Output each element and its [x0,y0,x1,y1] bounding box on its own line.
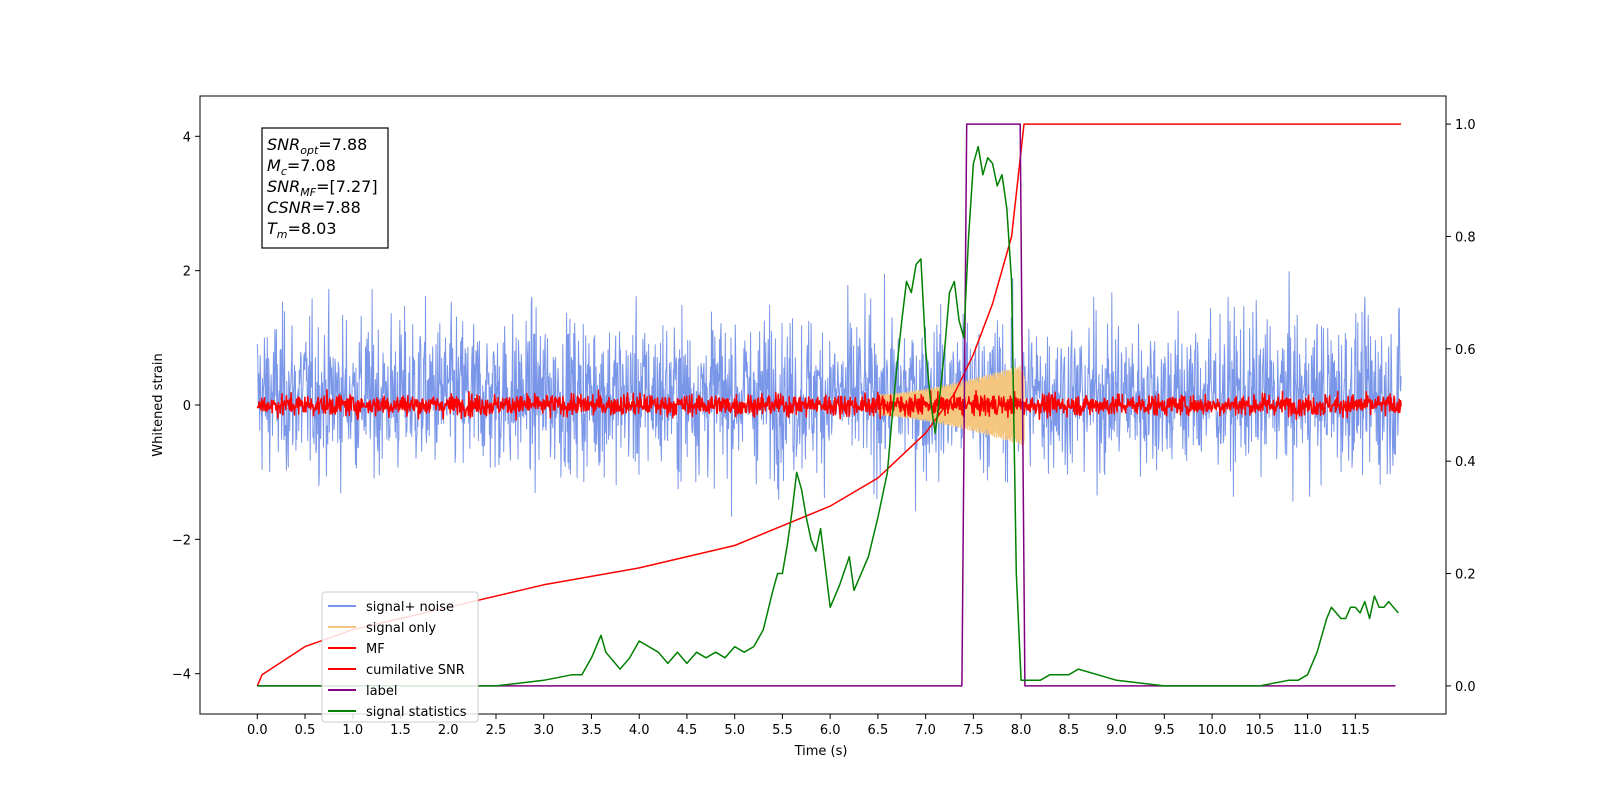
x-tick-label: 0.0 [247,723,268,738]
y-axis-left: −4 −2 0 2 4 [172,130,200,683]
y-axis-label: Whitened strain [151,353,166,456]
annotation-line: Tm=8.03 [267,219,337,241]
x-tick-label: 1.0 [342,723,363,738]
y-tick-label-right: 0.4 [1455,455,1476,470]
x-tick-label: 10.5 [1245,723,1274,738]
x-tick-label: 2.0 [438,723,459,738]
annotation-line: SNRMF=[7.27] [267,177,378,199]
y-tick-label-right: 0.8 [1455,230,1476,245]
x-tick-label: 3.5 [581,723,602,738]
y-tick-label-left: 2 [183,265,191,280]
annotation-frame [261,127,389,249]
y-axis-right: 0.0 0.2 0.4 0.6 0.8 1.0 [1446,118,1476,695]
x-axis-label: Time (s) [794,744,848,759]
legend-item: cumilative SNR [366,663,465,678]
y-tick-label-right: 0.2 [1455,568,1476,583]
legend-item: signal+ noise [366,600,454,615]
legend-item: signal statistics [366,705,467,720]
x-tick-label: 0.5 [295,723,316,738]
y-tick-label-left: −4 [172,668,191,683]
legend: signal+ noise signal only MF cumilative SNR… [321,591,479,723]
annotation-line: SNRopt=7.88 [267,135,367,157]
y-tick-label-left: 0 [183,399,191,414]
x-tick-label: 7.5 [963,723,984,738]
annotation-line: CSNR=7.88 [267,198,361,217]
series-signal-statistics [257,145,1399,687]
legend-frame [321,591,479,723]
y-tick-label-left: −2 [172,533,191,548]
x-tick-label: 9.5 [1154,723,1175,738]
x-tick-label: 5.0 [724,723,745,738]
series-mf [256,389,1402,421]
x-tick-label: 1.5 [390,723,411,738]
x-tick-label: 4.5 [677,723,698,738]
x-tick-label: 3.0 [533,723,554,738]
y-tick-label-right: 1.0 [1455,118,1476,133]
legend-item: signal only [366,621,436,636]
x-tick-label: 8.0 [1011,723,1032,738]
x-tick-label: 10.0 [1198,723,1227,738]
y-tick-label-right: 0.0 [1455,680,1476,695]
y-tick-label-left: 4 [183,130,191,145]
y-tick-label-right: 0.6 [1455,343,1476,358]
x-tick-label: 7.0 [915,723,936,738]
series-signal-noise [256,271,1402,517]
x-tick-label: 2.5 [486,723,507,738]
x-tick-label: 8.5 [1059,723,1080,738]
series-label [257,123,1396,687]
x-tick-label: 11.5 [1341,723,1370,738]
x-axis: 0.0 0.5 1.0 1.5 2.0 2.5 3.0 3.5 4.0 4.5 5.0 5.5 6.0 6… [247,714,1370,738]
x-tick-label: 6.0 [820,723,841,738]
x-tick-label: 5.5 [772,723,793,738]
legend-item: label [366,684,397,699]
legend-item: MF [366,642,385,657]
x-tick-label: 4.0 [629,723,650,738]
x-tick-label: 11.0 [1293,723,1322,738]
annotation-line: Mc=7.08 [267,156,336,178]
x-tick-label: 6.5 [868,723,889,738]
x-tick-label: 9.0 [1106,723,1127,738]
